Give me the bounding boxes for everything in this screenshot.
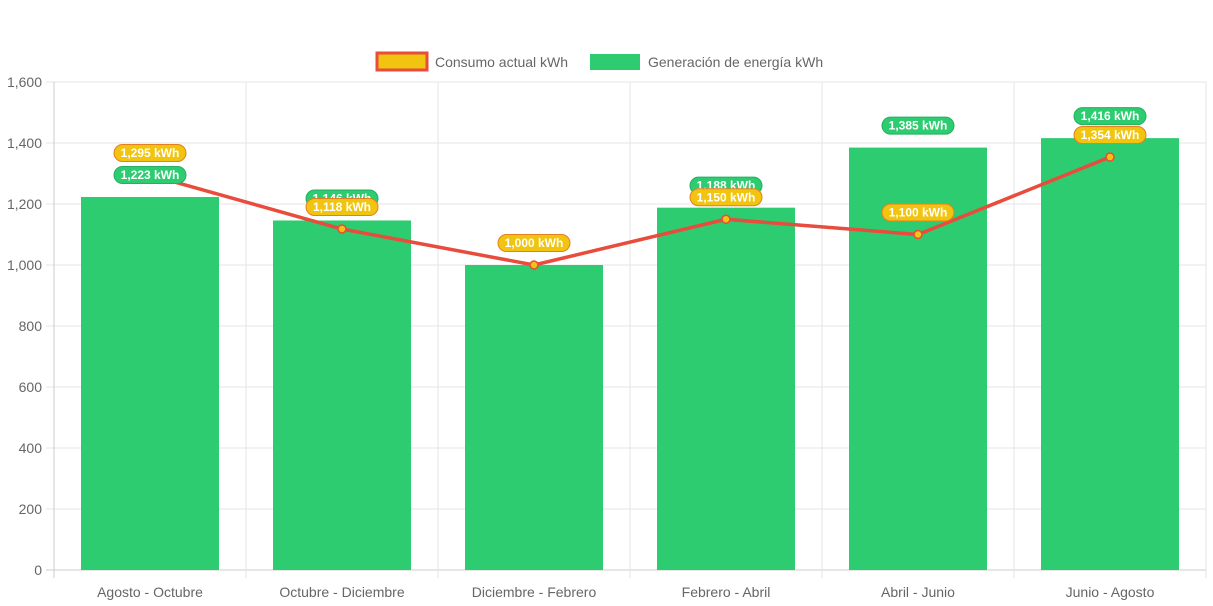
bar-series-generacion xyxy=(81,138,1179,571)
legend-swatch-generacion xyxy=(590,54,640,70)
x-tick-label: Abril - Junio xyxy=(881,584,955,600)
legend-swatch-consumo xyxy=(375,51,429,72)
data-label-generacion-text: 1,416 kWh xyxy=(1081,109,1140,123)
data-label-consumo: 1,295 kWh xyxy=(113,144,187,163)
y-tick-label: 800 xyxy=(19,318,43,334)
data-label-consumo-box xyxy=(1073,126,1147,145)
point-consumo xyxy=(721,214,731,224)
data-label-generacion-box xyxy=(1073,107,1147,126)
data-label-consumo-box xyxy=(305,198,379,217)
data-label-consumo-box xyxy=(689,188,763,207)
data-label-consumo-text: 1,150 kWh xyxy=(697,190,756,204)
x-tick-label: Octubre - Diciembre xyxy=(279,584,404,600)
point-consumo xyxy=(529,260,539,270)
data-label-consumo: 1,150 kWh xyxy=(689,188,763,207)
legend-item-consumo[interactable]: Consumo actual kWh xyxy=(375,51,568,72)
legend-label-generacion: Generación de energía kWh xyxy=(648,54,823,70)
data-label-consumo-box xyxy=(881,203,955,222)
data-label-consumo: 1,118 kWh xyxy=(305,198,379,217)
bar-generacion xyxy=(657,207,795,570)
data-label-generacion: 1,223 kWh xyxy=(113,165,187,184)
y-tick-label: 1,200 xyxy=(7,196,42,212)
data-label-consumo: 1,100 kWh xyxy=(881,203,955,222)
data-label-consumo-text: 1,118 kWh xyxy=(313,200,371,214)
data-label-consumo: 1,000 kWh xyxy=(497,234,571,252)
bar-generacion xyxy=(273,220,411,570)
x-tick-label: Febrero - Abril xyxy=(682,584,771,600)
y-tick-label: 1,400 xyxy=(7,135,42,151)
x-tick-label: Junio - Agosto xyxy=(1066,584,1155,600)
x-tick-label: Diciembre - Febrero xyxy=(472,584,597,600)
bar-generacion xyxy=(1041,138,1179,570)
data-label-generacion: 1,416 kWh xyxy=(1073,107,1147,126)
y-tick-label: 0 xyxy=(34,562,42,578)
data-label-consumo: 1,354 kWh xyxy=(1073,126,1147,145)
data-label-generacion: 1,385 kWh xyxy=(881,116,955,135)
y-tick-label: 1,600 xyxy=(7,74,42,90)
legend-label-consumo: Consumo actual kWh xyxy=(435,54,568,70)
line-consumo xyxy=(149,155,1111,267)
y-tick-label: 400 xyxy=(19,440,43,456)
bar-generacion xyxy=(465,265,603,570)
data-label-generacion-box xyxy=(881,116,955,135)
bar-generacion xyxy=(81,196,219,571)
y-tick-label: 200 xyxy=(19,501,43,517)
data-label-consumo-text: 1,100 kWh xyxy=(889,206,948,220)
data-label-consumo-text: 1,354 kWh xyxy=(1081,128,1140,142)
data-label-generacion-box xyxy=(113,165,187,184)
data-label-consumo-text: 1,000 kWh xyxy=(505,236,564,250)
x-tick-label: Agosto - Octubre xyxy=(97,584,203,600)
y-axis: 0 200 400 600 800 1,000 1,200 1,400 1,600 xyxy=(7,74,42,578)
legend[interactable]: Consumo actual kWh Generación de energía… xyxy=(375,51,823,72)
x-axis: Agosto - Octubre Octubre - Diciembre Dicie… xyxy=(97,584,1154,600)
data-label-consumo-box xyxy=(497,234,571,252)
point-consumo xyxy=(913,229,923,240)
data-label-generacion-text: 1,385 kWh xyxy=(889,119,948,133)
data-label-consumo-text: 1,295 kWh xyxy=(121,146,180,160)
data-label-generacion-text: 1,223 kWh xyxy=(121,168,180,182)
legend-item-generacion[interactable]: Generación de energía kWh xyxy=(590,54,823,70)
point-consumo xyxy=(337,224,347,234)
point-consumo xyxy=(1105,152,1115,162)
y-tick-label: 1,000 xyxy=(7,257,42,273)
y-tick-label: 600 xyxy=(19,379,43,395)
grid-lines xyxy=(46,81,1207,578)
data-label-consumo-box xyxy=(113,144,187,163)
